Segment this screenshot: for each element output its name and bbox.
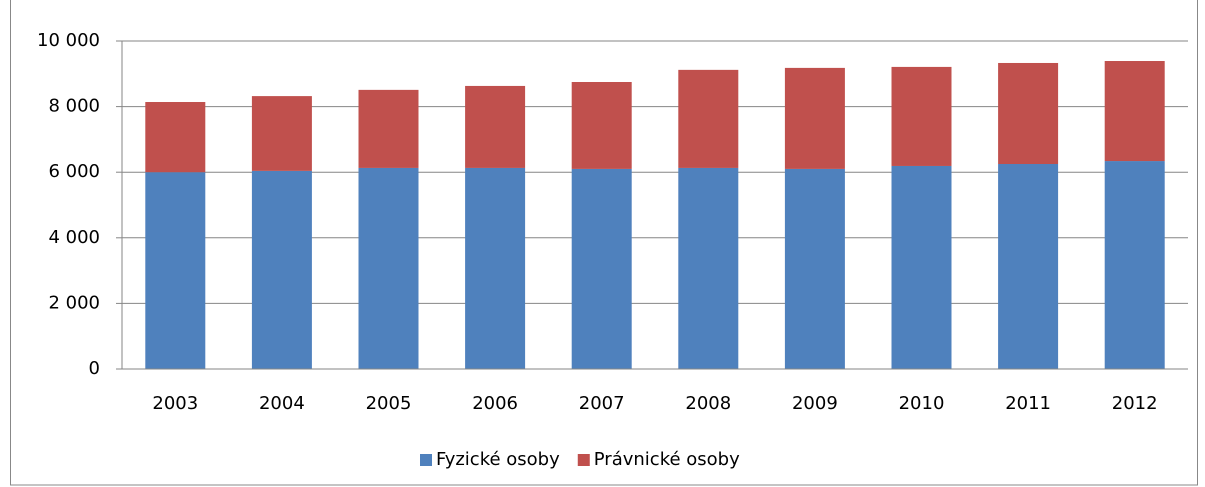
bar: [998, 62, 1059, 165]
x-tick-label: 2009: [792, 393, 838, 414]
bar: [1104, 161, 1165, 369]
legend-label: Právnické osoby: [594, 449, 740, 470]
x-tick-label: 2011: [1005, 393, 1051, 414]
y-tick-label: 6 000: [48, 161, 100, 182]
legend-swatch: [420, 454, 432, 466]
x-tick-label: 2012: [1112, 393, 1158, 414]
y-tick-label: 0: [89, 358, 100, 379]
y-tick-label: 10 000: [37, 30, 100, 51]
x-tick-label: 2003: [152, 393, 198, 414]
y-tick-label: 4 000: [48, 227, 100, 248]
bar: [358, 167, 419, 369]
legend-swatch: [577, 454, 590, 466]
y-tick-label: 2 000: [48, 292, 100, 313]
legend-label: Fyzické osoby: [436, 449, 560, 470]
bar: [678, 167, 739, 369]
bar: [784, 168, 845, 369]
x-tick-label: 2008: [685, 393, 731, 414]
bar: [784, 67, 845, 169]
bar: [891, 66, 952, 166]
bar: [571, 168, 632, 369]
bar: [571, 82, 632, 169]
x-tick-label: 2004: [259, 393, 305, 414]
bar: [998, 164, 1059, 369]
x-tick-label: 2006: [472, 393, 518, 414]
x-tick-label: 2010: [899, 393, 945, 414]
bar: [251, 170, 312, 369]
x-tick-label: 2005: [366, 393, 412, 414]
bar: [891, 165, 952, 369]
bar: [145, 102, 206, 173]
bar: [1104, 61, 1165, 162]
y-tick-label: 8 000: [48, 96, 100, 117]
bar: [678, 69, 739, 168]
bar: [465, 167, 526, 369]
bar: [251, 96, 312, 171]
x-tick-label: 2007: [579, 393, 625, 414]
bar: [465, 85, 526, 168]
bar: [358, 89, 419, 168]
bar: [145, 172, 206, 369]
